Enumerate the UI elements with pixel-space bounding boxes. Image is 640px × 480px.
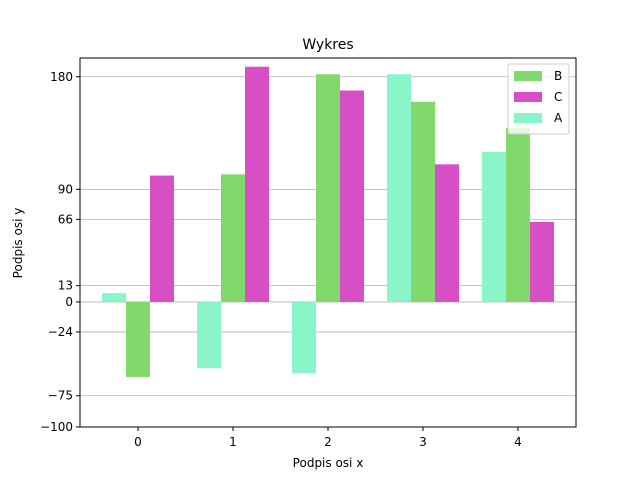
bar-b-2	[316, 74, 340, 302]
x-tick-label: 4	[514, 435, 522, 449]
bar-b-0	[126, 301, 150, 377]
bar-a-3	[387, 74, 411, 302]
y-tick-label: 180	[50, 70, 73, 84]
legend-swatch-c	[514, 92, 542, 102]
y-tick-label: 90	[58, 182, 73, 196]
y-tick-label: −24	[48, 325, 73, 339]
legend: BCA	[507, 63, 570, 135]
x-axis-ticks: 0 1 2 3 4	[134, 427, 522, 449]
bar-c-4	[530, 221, 554, 302]
chart-title: Wykres	[302, 37, 353, 53]
bars	[102, 66, 554, 377]
bar-c-3	[435, 164, 459, 302]
bar-a-0	[102, 293, 126, 302]
y-axis-label: Podpis osi y	[11, 208, 25, 279]
x-tick-label: 1	[229, 435, 237, 449]
x-axis-label: Podpis osi x	[293, 456, 364, 470]
bar-a-2	[292, 301, 316, 374]
legend-swatch-b	[514, 71, 542, 81]
bar-a-1	[197, 301, 221, 369]
bar-c-1	[245, 66, 269, 302]
y-axis-ticks: −100 −75 −24 0 13 66 90 180	[40, 70, 80, 434]
bar-b-3	[411, 101, 435, 302]
x-tick-label: 3	[419, 435, 427, 449]
y-tick-label: 66	[58, 212, 73, 226]
y-tick-label: −75	[48, 389, 73, 403]
bar-b-4	[506, 128, 530, 302]
bar-b-1	[221, 174, 245, 302]
legend-label-b: B	[554, 69, 562, 83]
x-tick-label: 0	[134, 435, 142, 449]
legend-swatch-a	[514, 113, 542, 123]
bar-c-0	[150, 175, 174, 302]
y-tick-label: 0	[65, 295, 73, 309]
y-tick-label: 13	[58, 279, 73, 293]
x-tick-label: 2	[324, 435, 332, 449]
legend-label-c: C	[554, 90, 562, 104]
bar-c-2	[340, 90, 364, 302]
y-tick-label: −100	[40, 420, 73, 434]
bar-a-4	[482, 151, 506, 302]
legend-label-a: A	[554, 111, 563, 125]
